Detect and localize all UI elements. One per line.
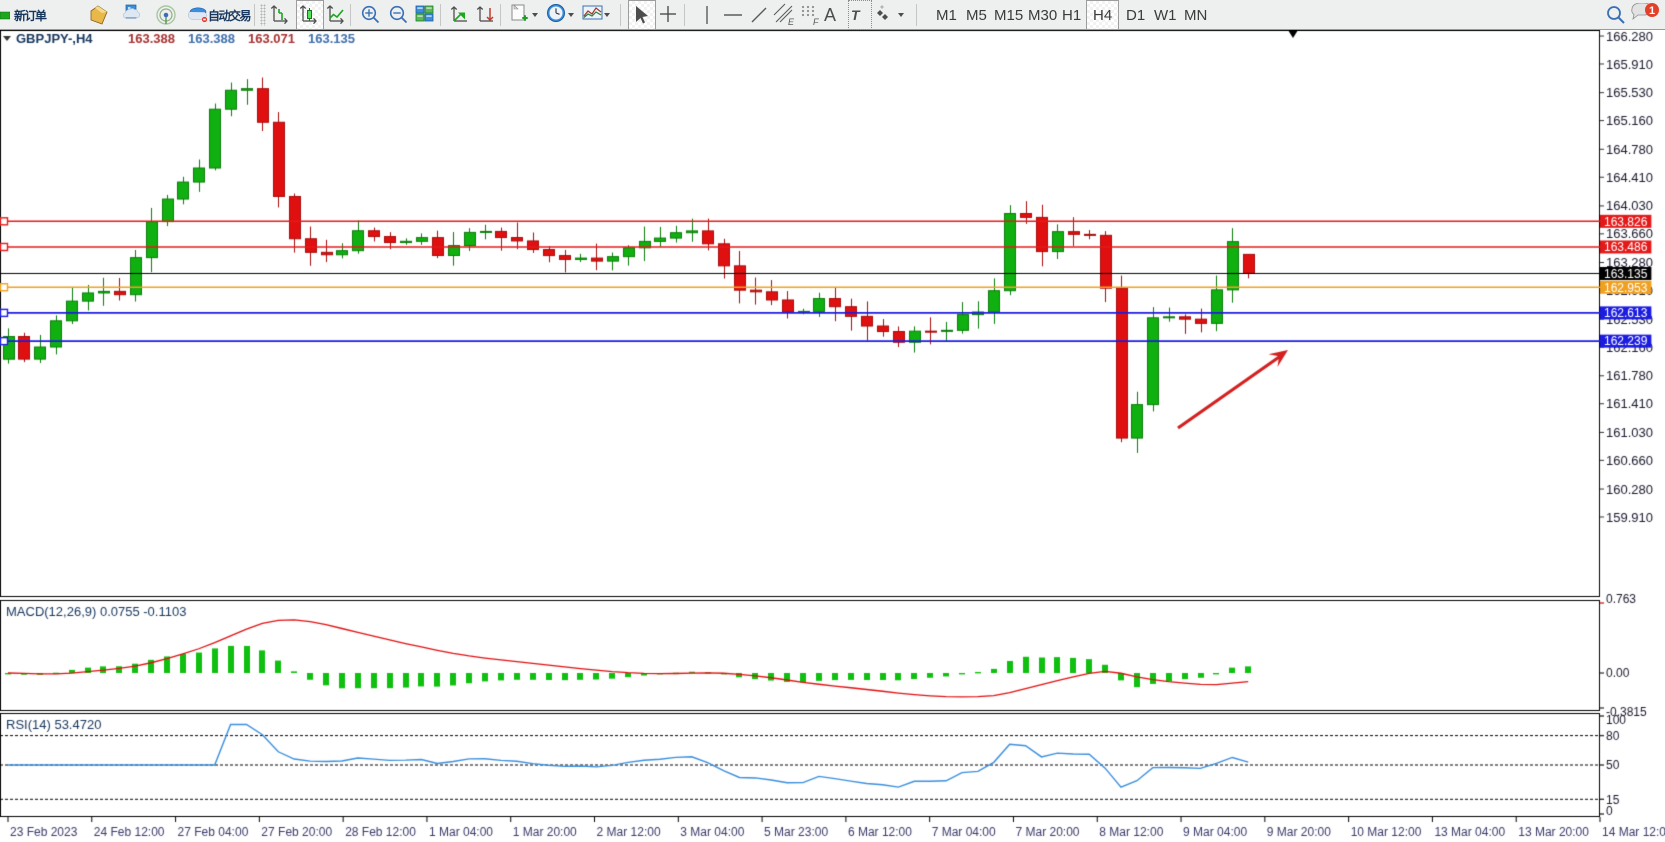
svg-text:T: T (851, 7, 861, 23)
svg-text:1: 1 (1649, 5, 1655, 17)
svg-text:E: E (788, 17, 795, 27)
svg-text:F: F (813, 17, 819, 27)
